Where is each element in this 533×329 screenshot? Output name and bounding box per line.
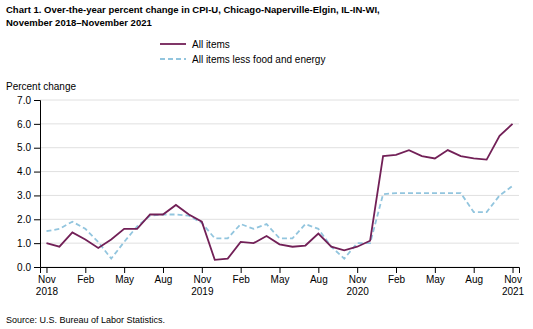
legend-item: All items less food and energy bbox=[160, 54, 325, 65]
y-tick-mark bbox=[34, 148, 40, 149]
y-tick-mark bbox=[34, 243, 40, 244]
y-axis-title: Percent change bbox=[6, 81, 76, 92]
x-tick-label: Nov2021 bbox=[502, 274, 525, 297]
x-tick-mark bbox=[474, 267, 475, 273]
grid-line bbox=[40, 100, 519, 101]
y-tick: 3.0 bbox=[17, 190, 40, 201]
y-tick-label: 1.0 bbox=[17, 238, 31, 249]
y-tick: 1.0 bbox=[17, 238, 40, 249]
y-tick-mark bbox=[34, 219, 40, 220]
x-axis: Nov2018 Feb May Aug Nov2019 Feb May Aug Nov2020 F… bbox=[36, 267, 525, 297]
y-axis: 0.0 1.0 2.0 3.0 4.0 5.0 6.0 7.0 bbox=[17, 95, 40, 273]
y-tick-label: 4.0 bbox=[17, 166, 31, 177]
x-tick-mark bbox=[318, 267, 319, 273]
y-tick: 6.0 bbox=[17, 119, 40, 130]
grid-line bbox=[40, 123, 519, 124]
lines bbox=[46, 124, 512, 260]
x-tick: Feb bbox=[77, 267, 95, 285]
y-tick-mark bbox=[34, 172, 40, 173]
y-tick-label: 6.0 bbox=[17, 119, 31, 130]
grid-line bbox=[40, 195, 519, 196]
x-tick-label: Nov2020 bbox=[347, 274, 370, 297]
legend-item: All items bbox=[160, 39, 230, 50]
x-tick-mark bbox=[435, 267, 436, 273]
series-line bbox=[46, 124, 512, 260]
y-tick: 2.0 bbox=[17, 214, 40, 225]
y-tick: 4.0 bbox=[17, 166, 40, 177]
grid-line bbox=[40, 219, 519, 220]
grid-line bbox=[40, 171, 519, 172]
x-tick-label: Nov2019 bbox=[191, 274, 214, 297]
y-tick: 7.0 bbox=[17, 95, 40, 106]
x-tick: Feb bbox=[388, 267, 406, 285]
x-tick-label: May bbox=[426, 274, 445, 285]
grid-line bbox=[40, 147, 519, 148]
x-tick: Nov2021 bbox=[502, 267, 525, 297]
x-tick-label: Aug bbox=[465, 274, 483, 285]
y-tick-mark bbox=[34, 267, 40, 268]
x-tick-mark bbox=[85, 267, 86, 273]
legend-swatch bbox=[160, 43, 186, 45]
chart: Chart 1. Over-the-year percent change in… bbox=[0, 0, 533, 329]
x-tick-mark bbox=[124, 267, 125, 273]
y-tick: 5.0 bbox=[17, 142, 40, 153]
subtitle: November 2018–November 2021 bbox=[6, 17, 152, 28]
x-tick-mark bbox=[513, 267, 514, 273]
x-tick-mark bbox=[280, 267, 281, 273]
x-tick-label: May bbox=[271, 274, 290, 285]
x-axis-line bbox=[41, 268, 520, 274]
y-tick-label: 3.0 bbox=[17, 190, 31, 201]
y-tick: 0.0 bbox=[17, 262, 40, 273]
x-tick-label: Nov2018 bbox=[36, 274, 59, 297]
x-tick-label: Aug bbox=[155, 274, 173, 285]
x-tick: Aug bbox=[155, 267, 173, 285]
source: Source: U.S. Bureau of Labor Statistics. bbox=[6, 315, 165, 325]
x-tick: Nov2020 bbox=[347, 267, 370, 297]
y-tick-label: 0.0 bbox=[17, 262, 31, 273]
x-tick: Aug bbox=[465, 267, 483, 285]
x-tick-label: Feb bbox=[233, 274, 251, 285]
grid bbox=[40, 100, 519, 267]
x-tick-mark bbox=[241, 267, 242, 273]
x-tick-label: Feb bbox=[77, 274, 95, 285]
y-axis-line bbox=[34, 101, 41, 268]
x-tick-label: May bbox=[115, 274, 134, 285]
y-tick-mark bbox=[34, 124, 40, 125]
y-tick-label: 2.0 bbox=[17, 214, 31, 225]
y-tick-mark bbox=[34, 100, 40, 101]
x-tick: Aug bbox=[310, 267, 328, 285]
legend-label: All items less food and energy bbox=[192, 54, 325, 65]
x-tick-mark bbox=[396, 267, 397, 273]
x-tick-mark bbox=[357, 267, 358, 273]
x-tick: May bbox=[115, 267, 134, 285]
legend-swatch bbox=[160, 58, 186, 60]
x-tick: Feb bbox=[233, 267, 251, 285]
plot: 0.0 1.0 2.0 3.0 4.0 5.0 6.0 7.0 Nov2018 Feb May Aug… bbox=[17, 95, 524, 297]
x-tick-mark bbox=[46, 267, 47, 273]
x-tick-label: Aug bbox=[310, 274, 328, 285]
y-tick-label: 7.0 bbox=[17, 95, 31, 106]
series-line bbox=[46, 186, 512, 259]
x-tick: Nov2019 bbox=[191, 267, 214, 297]
x-tick-mark bbox=[202, 267, 203, 273]
x-tick: May bbox=[271, 267, 290, 285]
x-tick-mark bbox=[163, 267, 164, 273]
title: Chart 1. Over-the-year percent change in… bbox=[6, 4, 380, 15]
x-tick: Nov2018 bbox=[36, 267, 59, 297]
y-tick-mark bbox=[34, 195, 40, 196]
x-tick-label: Feb bbox=[388, 274, 406, 285]
legend: All items All items less food and energy bbox=[160, 39, 325, 65]
y-tick-label: 5.0 bbox=[17, 142, 31, 153]
x-tick: May bbox=[426, 267, 445, 285]
legend-label: All items bbox=[192, 39, 230, 50]
